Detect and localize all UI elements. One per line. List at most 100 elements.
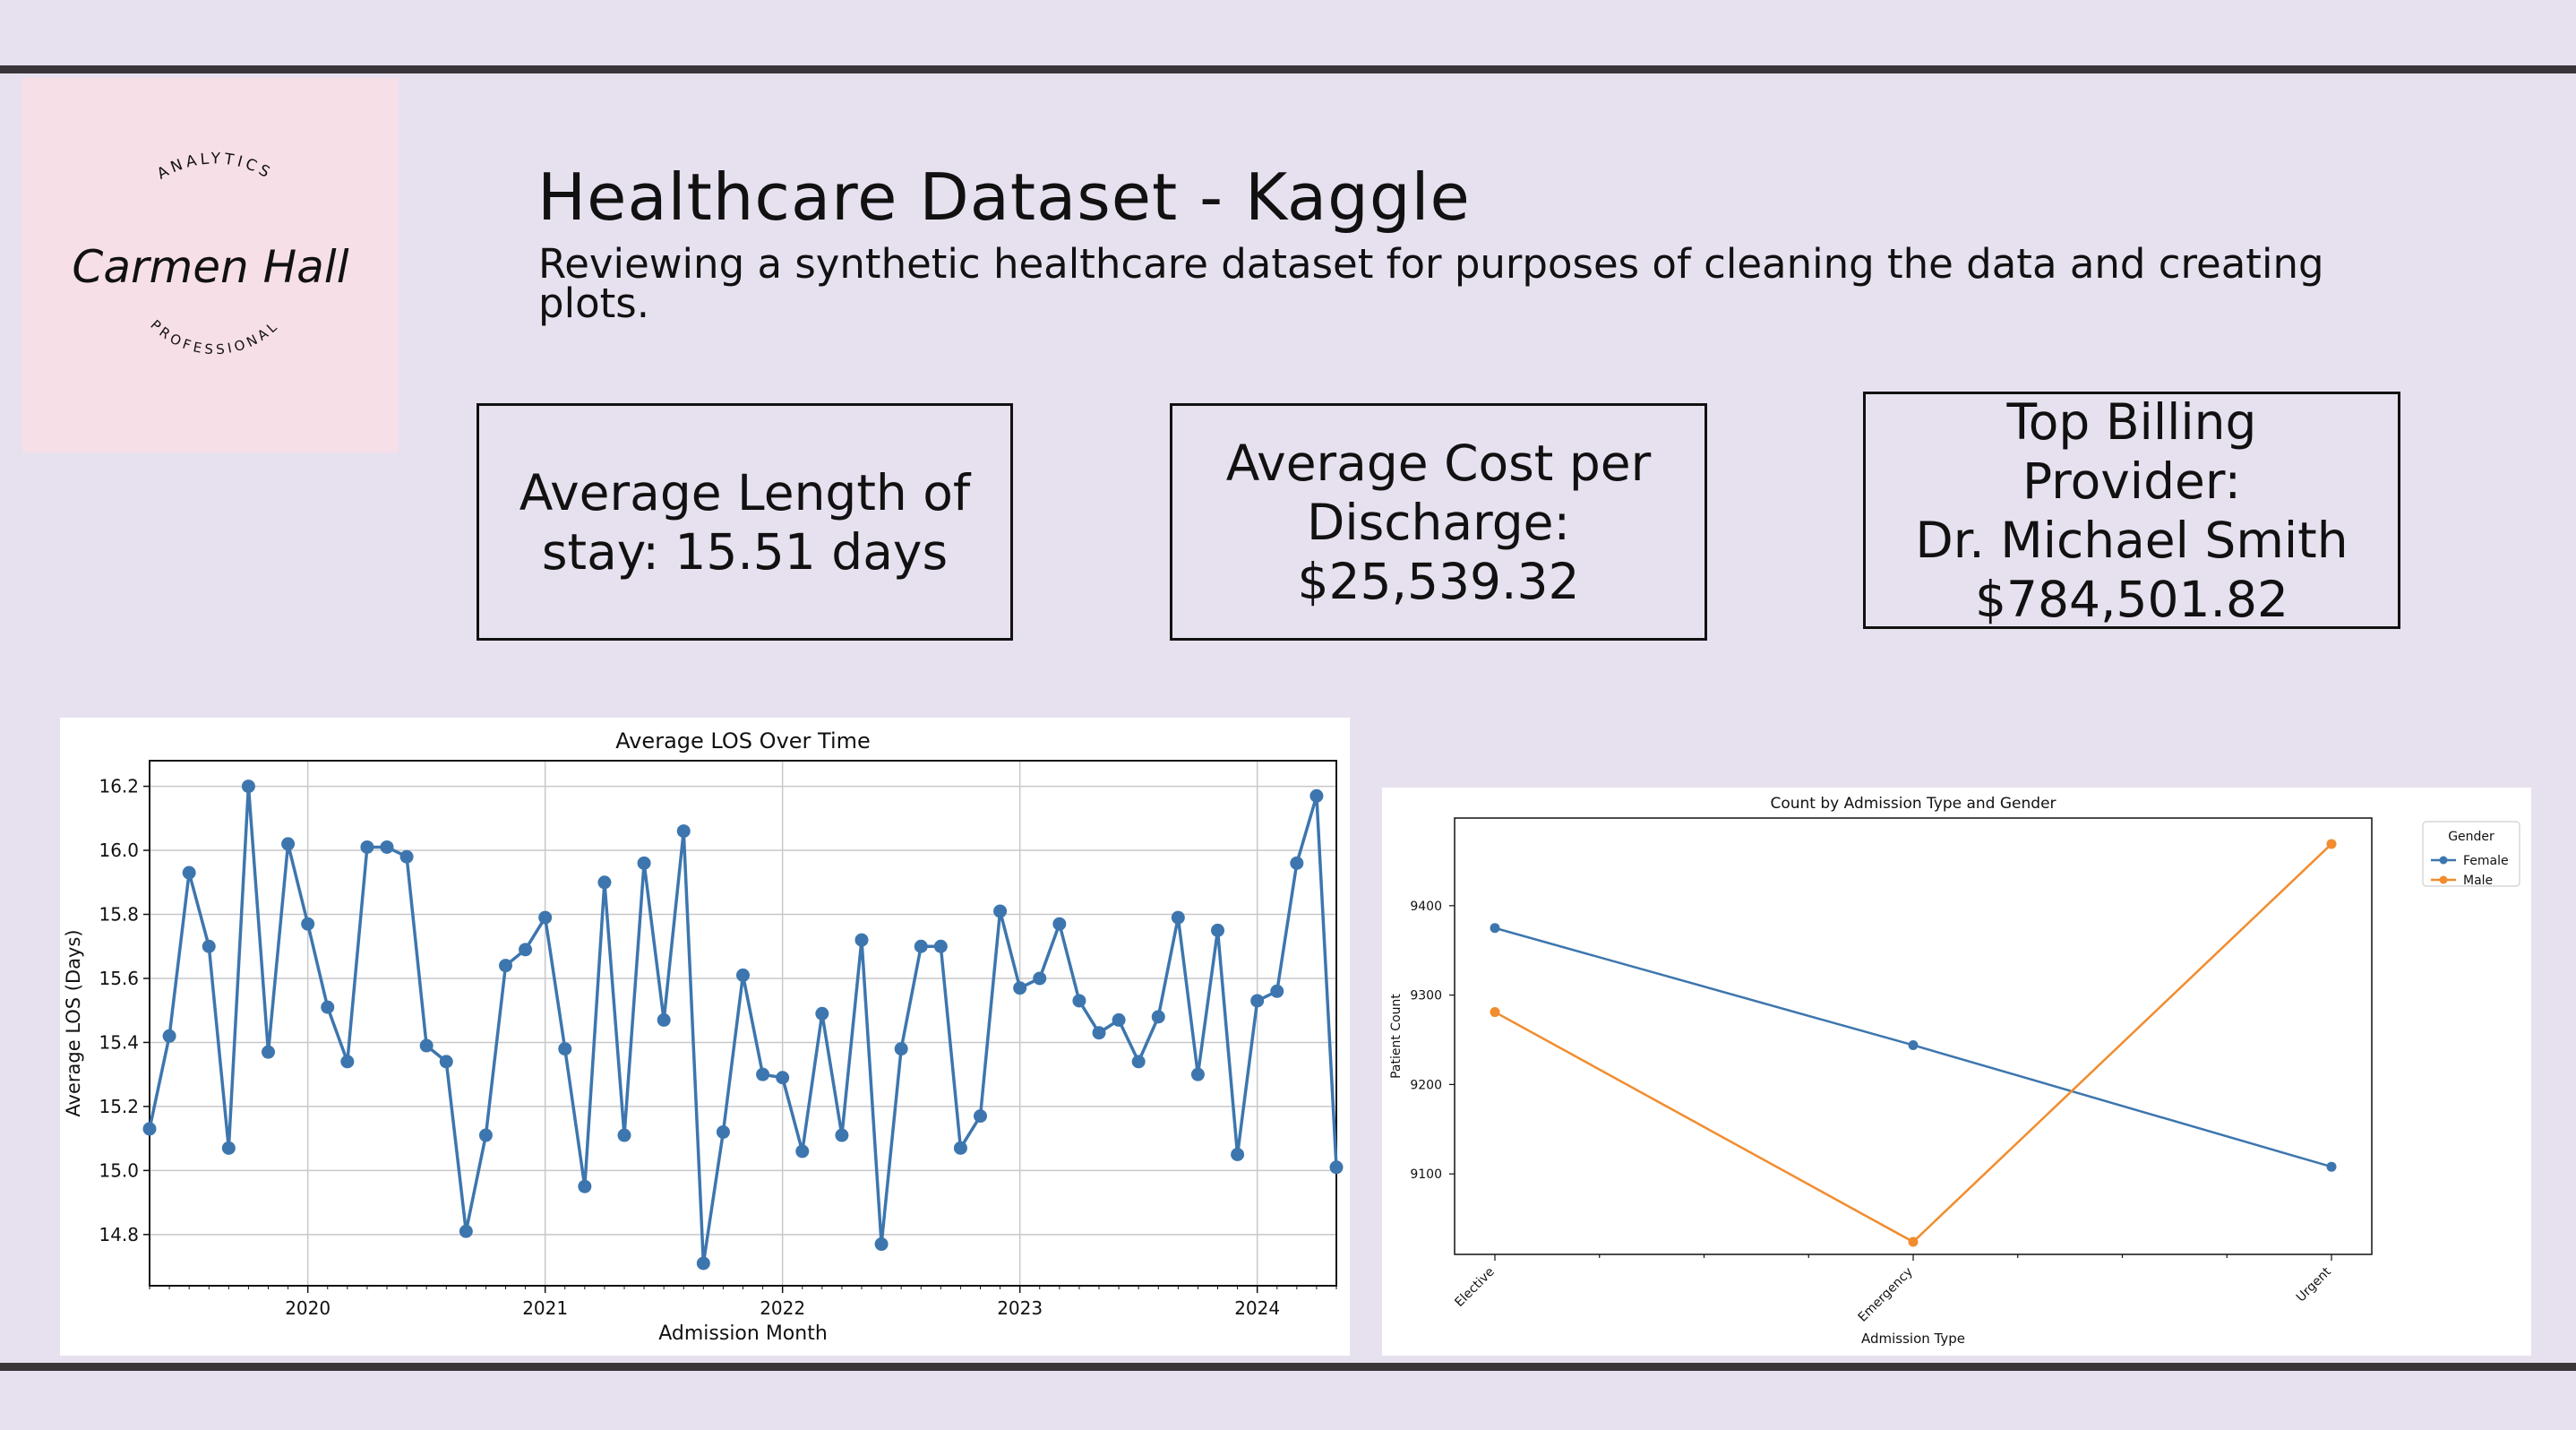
top-rule	[0, 65, 2576, 73]
data-point	[1131, 1055, 1146, 1069]
data-point	[1290, 856, 1304, 870]
page-title: Healthcare Dataset - Kaggle	[537, 159, 1471, 235]
plot-frame	[149, 760, 1337, 1287]
data-point	[262, 1045, 275, 1059]
data-point	[499, 959, 512, 973]
legend-swatch-marker	[2439, 856, 2448, 865]
y-tick-label: 9100	[1410, 1167, 1442, 1182]
x-axis-label: Admission Month	[658, 1322, 828, 1345]
y-tick-label: 15.6	[99, 968, 139, 989]
data-point	[1112, 1012, 1126, 1027]
data-point	[795, 1144, 810, 1159]
data-point	[637, 856, 651, 870]
data-point	[894, 1042, 908, 1056]
data-point	[2326, 839, 2337, 849]
data-point	[1052, 917, 1067, 931]
los-line-chart: Average LOS Over Time 14.8 15.0 15.2 15.4 15.…	[63, 728, 1344, 1345]
data-point	[380, 840, 394, 854]
page-subtitle: Reviewing a synthetic healthcare dataset…	[538, 240, 2324, 327]
data-point	[182, 866, 196, 880]
data-point	[1270, 984, 1284, 998]
plot-frame	[1454, 817, 2373, 1255]
los-chart-panel: Average LOS Over Time 14.8 15.0 15.2 15.4 15.…	[60, 718, 1350, 1356]
bottom-rule	[0, 1363, 2576, 1371]
data-point	[281, 837, 296, 851]
x-tick-label: 2020	[285, 1297, 331, 1319]
logo-name: Carmen Hall	[72, 241, 348, 293]
data-point	[716, 1124, 730, 1139]
data-point	[756, 1067, 770, 1081]
x-tick-label: Elective	[1452, 1265, 1497, 1310]
y-tick-label: 9200	[1410, 1078, 1442, 1092]
data-point	[1490, 923, 1500, 934]
data-point	[953, 1141, 967, 1155]
y-tick-label: 16.0	[99, 840, 139, 861]
data-point	[914, 939, 928, 953]
x-tick-label: Emergency	[1856, 1265, 1916, 1325]
kpi-average-los: Average Length of stay: 15.51 days	[477, 403, 1013, 641]
data-point	[478, 1128, 493, 1142]
y-tick-label: 14.8	[99, 1224, 139, 1245]
kpi-average-cost: Average Cost per Discharge: $25,539.32	[1170, 403, 1707, 641]
data-point	[1908, 1236, 1919, 1247]
data-point	[1231, 1148, 1245, 1161]
legend-label: Male	[2463, 874, 2493, 888]
series-line	[148, 784, 1338, 1265]
legend-swatch-marker	[2439, 875, 2448, 884]
logo-bottom-text: PROFESSIONAL	[147, 317, 282, 358]
data-point	[657, 1012, 671, 1027]
x-tick-label: 2024	[1234, 1297, 1280, 1319]
x-tick-label: 2022	[760, 1297, 805, 1319]
data-point	[2326, 1161, 2337, 1172]
y-tick-label: 9400	[1410, 900, 1442, 914]
x-axis-label: Admission Type	[1861, 1331, 1965, 1347]
data-point	[1092, 1026, 1106, 1040]
data-point	[221, 1141, 236, 1155]
y-axis-label: Patient Count	[1389, 994, 1404, 1079]
data-point	[360, 840, 374, 854]
data-point	[558, 1042, 572, 1056]
y-tick-label: 15.0	[99, 1159, 139, 1181]
data-point	[1309, 788, 1324, 803]
data-point	[538, 910, 553, 925]
data-point	[1490, 1007, 1500, 1018]
data-point	[993, 904, 1008, 918]
kpi-top-provider: Top Billing Provider: Dr. Michael Smith …	[1863, 392, 2400, 629]
logo-top-text: ANALYTICS	[154, 150, 276, 183]
data-point	[1329, 1160, 1344, 1175]
admission-line-chart: Count by Admission Type and Gender 9100 92…	[1389, 795, 2520, 1347]
data-point	[874, 1237, 889, 1252]
data-point	[835, 1128, 849, 1142]
data-point	[241, 780, 255, 794]
x-tick-label: 2021	[522, 1297, 568, 1319]
y-tick-label: 15.2	[99, 1096, 139, 1117]
data-point	[933, 939, 948, 953]
chart-title: Count by Admission Type and Gender	[1770, 795, 2056, 813]
data-point	[736, 968, 750, 982]
data-point	[142, 1122, 157, 1136]
data-point	[815, 1006, 829, 1021]
admission-chart-panel: Count by Admission Type and Gender 9100 92…	[1382, 788, 2531, 1356]
data-point	[419, 1038, 434, 1053]
data-point	[1250, 994, 1265, 1008]
data-point	[1211, 923, 1224, 937]
data-point	[696, 1256, 710, 1271]
data-point	[854, 933, 869, 947]
x-tick-label: Urgent	[2294, 1264, 2334, 1305]
chart-title: Average LOS Over Time	[615, 728, 871, 754]
x-tick-label: 2023	[997, 1297, 1043, 1319]
data-point	[340, 1055, 355, 1069]
data-point	[202, 939, 216, 953]
y-axis-label: Average LOS (Days)	[63, 929, 84, 1116]
data-point	[399, 849, 414, 864]
y-tick-label: 15.4	[99, 1031, 139, 1053]
data-point	[974, 1109, 987, 1124]
y-tick-label: 15.8	[99, 904, 139, 926]
data-point	[321, 1000, 335, 1014]
logo-mark: ANALYTICS PROFESSIONAL Carmen Hall	[72, 150, 348, 358]
data-point	[439, 1055, 453, 1069]
data-point	[1190, 1067, 1205, 1081]
data-point	[1072, 994, 1086, 1008]
legend-title: Gender	[2448, 830, 2494, 844]
data-point	[578, 1179, 592, 1193]
